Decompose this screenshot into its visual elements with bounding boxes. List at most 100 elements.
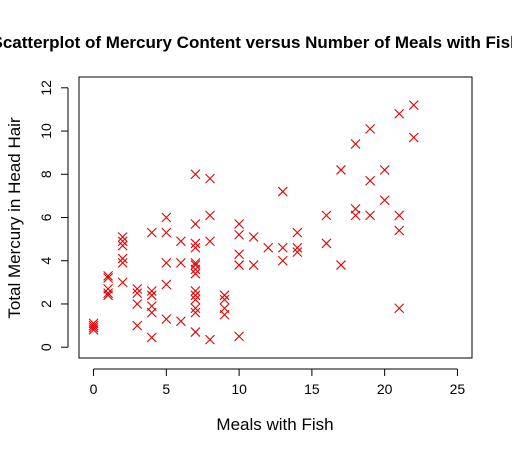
data-point	[321, 238, 332, 249]
data-point-stroke	[234, 219, 245, 229]
data-point	[146, 286, 157, 296]
data-point	[146, 290, 157, 301]
data-point-stroke	[292, 247, 303, 257]
data-point-stroke	[103, 273, 114, 283]
data-point-stroke	[277, 242, 288, 253]
data-point	[350, 139, 361, 149]
data-point-stroke	[248, 260, 259, 270]
data-point-stroke	[190, 260, 201, 270]
data-point-stroke	[234, 249, 245, 260]
data-point	[117, 236, 128, 247]
data-point	[175, 316, 186, 327]
data-point	[190, 219, 201, 229]
data-point-stroke	[321, 238, 332, 249]
data-point	[146, 307, 157, 318]
data-point	[132, 288, 143, 299]
x-tick-label: 25	[450, 381, 466, 397]
data-point	[234, 260, 245, 270]
data-point-stroke	[219, 294, 230, 305]
data-point-stroke	[117, 253, 128, 264]
data-point-stroke	[161, 212, 172, 223]
data-point	[234, 219, 245, 229]
x-axis: 0 5 10 15 20 25	[90, 368, 466, 397]
data-point	[161, 258, 172, 268]
data-point	[350, 210, 361, 221]
data-point-stroke	[146, 307, 157, 318]
data-point-stroke	[190, 307, 201, 318]
data-point	[336, 260, 346, 270]
data-point-stroke	[190, 290, 201, 301]
data-point-stroke	[350, 210, 361, 221]
data-point-stroke	[248, 232, 259, 242]
data-point	[161, 279, 172, 290]
data-point-stroke	[161, 258, 172, 268]
data-point	[248, 232, 259, 242]
y-tick-label: 4	[38, 257, 54, 265]
data-point	[234, 249, 245, 260]
data-point-stroke	[161, 279, 172, 290]
x-axis-title: Meals with Fish	[216, 415, 333, 434]
data-point	[234, 229, 245, 240]
data-point	[190, 327, 201, 337]
data-point-stroke	[132, 320, 143, 331]
data-point-stroke	[132, 283, 143, 294]
data-point-stroke	[292, 227, 303, 238]
data-point	[277, 255, 288, 266]
data-point-stroke	[103, 270, 114, 281]
data-point	[161, 212, 172, 223]
y-tick-label: 0	[38, 343, 54, 351]
data-point-stroke	[234, 260, 245, 270]
data-point-stroke	[219, 309, 230, 320]
data-point	[219, 294, 230, 305]
data-point-stroke	[190, 303, 201, 314]
y-tick-label: 12	[38, 80, 54, 96]
data-point	[103, 270, 114, 281]
data-point-stroke	[146, 286, 157, 296]
y-tick-label: 2	[38, 300, 54, 308]
data-point-stroke	[365, 175, 376, 186]
data-point-stroke	[132, 288, 143, 299]
data-point-stroke	[190, 268, 201, 279]
data-point-stroke	[117, 258, 128, 268]
data-point-stroke	[117, 240, 128, 251]
data-point-stroke	[234, 229, 245, 240]
data-point-stroke	[394, 210, 405, 221]
data-point	[146, 332, 157, 343]
data-point	[132, 283, 143, 294]
data-point	[379, 195, 390, 206]
data-point-stroke	[146, 227, 157, 238]
data-point	[190, 294, 201, 305]
data-point	[190, 264, 201, 275]
data-point	[103, 288, 114, 299]
data-point	[103, 273, 114, 283]
y-tick-label: 10	[38, 123, 54, 139]
data-point-stroke	[365, 123, 376, 134]
data-points	[88, 100, 419, 345]
data-point-stroke	[205, 334, 215, 345]
data-point	[132, 299, 143, 309]
data-point-stroke	[175, 236, 186, 247]
data-point	[219, 309, 230, 320]
data-point	[117, 232, 128, 242]
data-point-stroke	[336, 165, 346, 175]
data-point	[408, 100, 419, 110]
data-point	[408, 132, 419, 143]
data-point	[292, 247, 303, 257]
data-point-stroke	[394, 225, 405, 236]
data-point	[190, 169, 201, 180]
data-point	[175, 258, 186, 268]
data-point	[146, 227, 157, 238]
data-point	[190, 260, 201, 270]
x-tick-label: 20	[377, 381, 393, 397]
data-point	[175, 236, 186, 247]
data-point-stroke	[336, 260, 346, 270]
data-point-stroke	[117, 232, 128, 242]
data-point	[88, 322, 99, 333]
y-axis: 0 2 4 6 8 10 12	[38, 80, 69, 351]
data-point	[88, 325, 99, 335]
x-tick-label: 5	[162, 381, 170, 397]
data-point-stroke	[175, 258, 186, 268]
y-axis-title: Total Mercury in Head Hair	[5, 117, 24, 319]
data-point-stroke	[263, 242, 274, 253]
data-point	[365, 210, 376, 221]
